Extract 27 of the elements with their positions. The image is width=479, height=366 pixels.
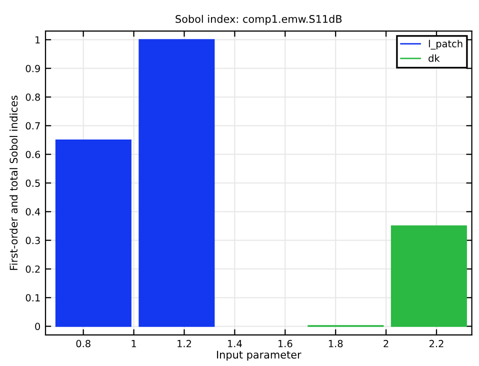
y-tick-label: 0.2 xyxy=(26,265,40,273)
bar xyxy=(138,39,215,327)
y-tick-label: 0.3 xyxy=(26,236,40,244)
x-tick-label: 1.8 xyxy=(328,340,343,348)
legend-label: l_patch xyxy=(428,40,462,50)
y-tick-label: 0.5 xyxy=(26,179,40,187)
x-tick-label: 1 xyxy=(132,340,136,348)
x-tick-label: 2.2 xyxy=(429,340,444,348)
y-tick-label: 0.1 xyxy=(26,294,40,302)
x-tick-label: 1.2 xyxy=(178,340,191,348)
y-tick-label: 0.9 xyxy=(26,64,40,72)
x-axis-title: Input parameter xyxy=(217,350,302,361)
bar xyxy=(55,139,132,327)
y-axis-title: First-order and total Sobol indices xyxy=(10,96,18,270)
chart-title: Sobol index: comp1.emw.S11dB xyxy=(176,14,342,25)
y-tick-label: 0.6 xyxy=(26,150,40,158)
x-tick-label: 1.6 xyxy=(278,340,292,348)
y-tick-label: 0.7 xyxy=(26,122,40,130)
x-tick-label: 2 xyxy=(384,340,388,348)
y-tick-label: 0.4 xyxy=(26,208,40,216)
y-tick-label: 0 xyxy=(35,322,40,330)
bar xyxy=(390,225,467,327)
y-tick-label: 0.8 xyxy=(26,94,40,101)
legend-label: dk xyxy=(428,54,440,62)
y-tick-label: 1 xyxy=(36,36,40,44)
x-tick-label: 1.4 xyxy=(228,340,242,348)
x-tick-label: 0.8 xyxy=(76,340,90,348)
